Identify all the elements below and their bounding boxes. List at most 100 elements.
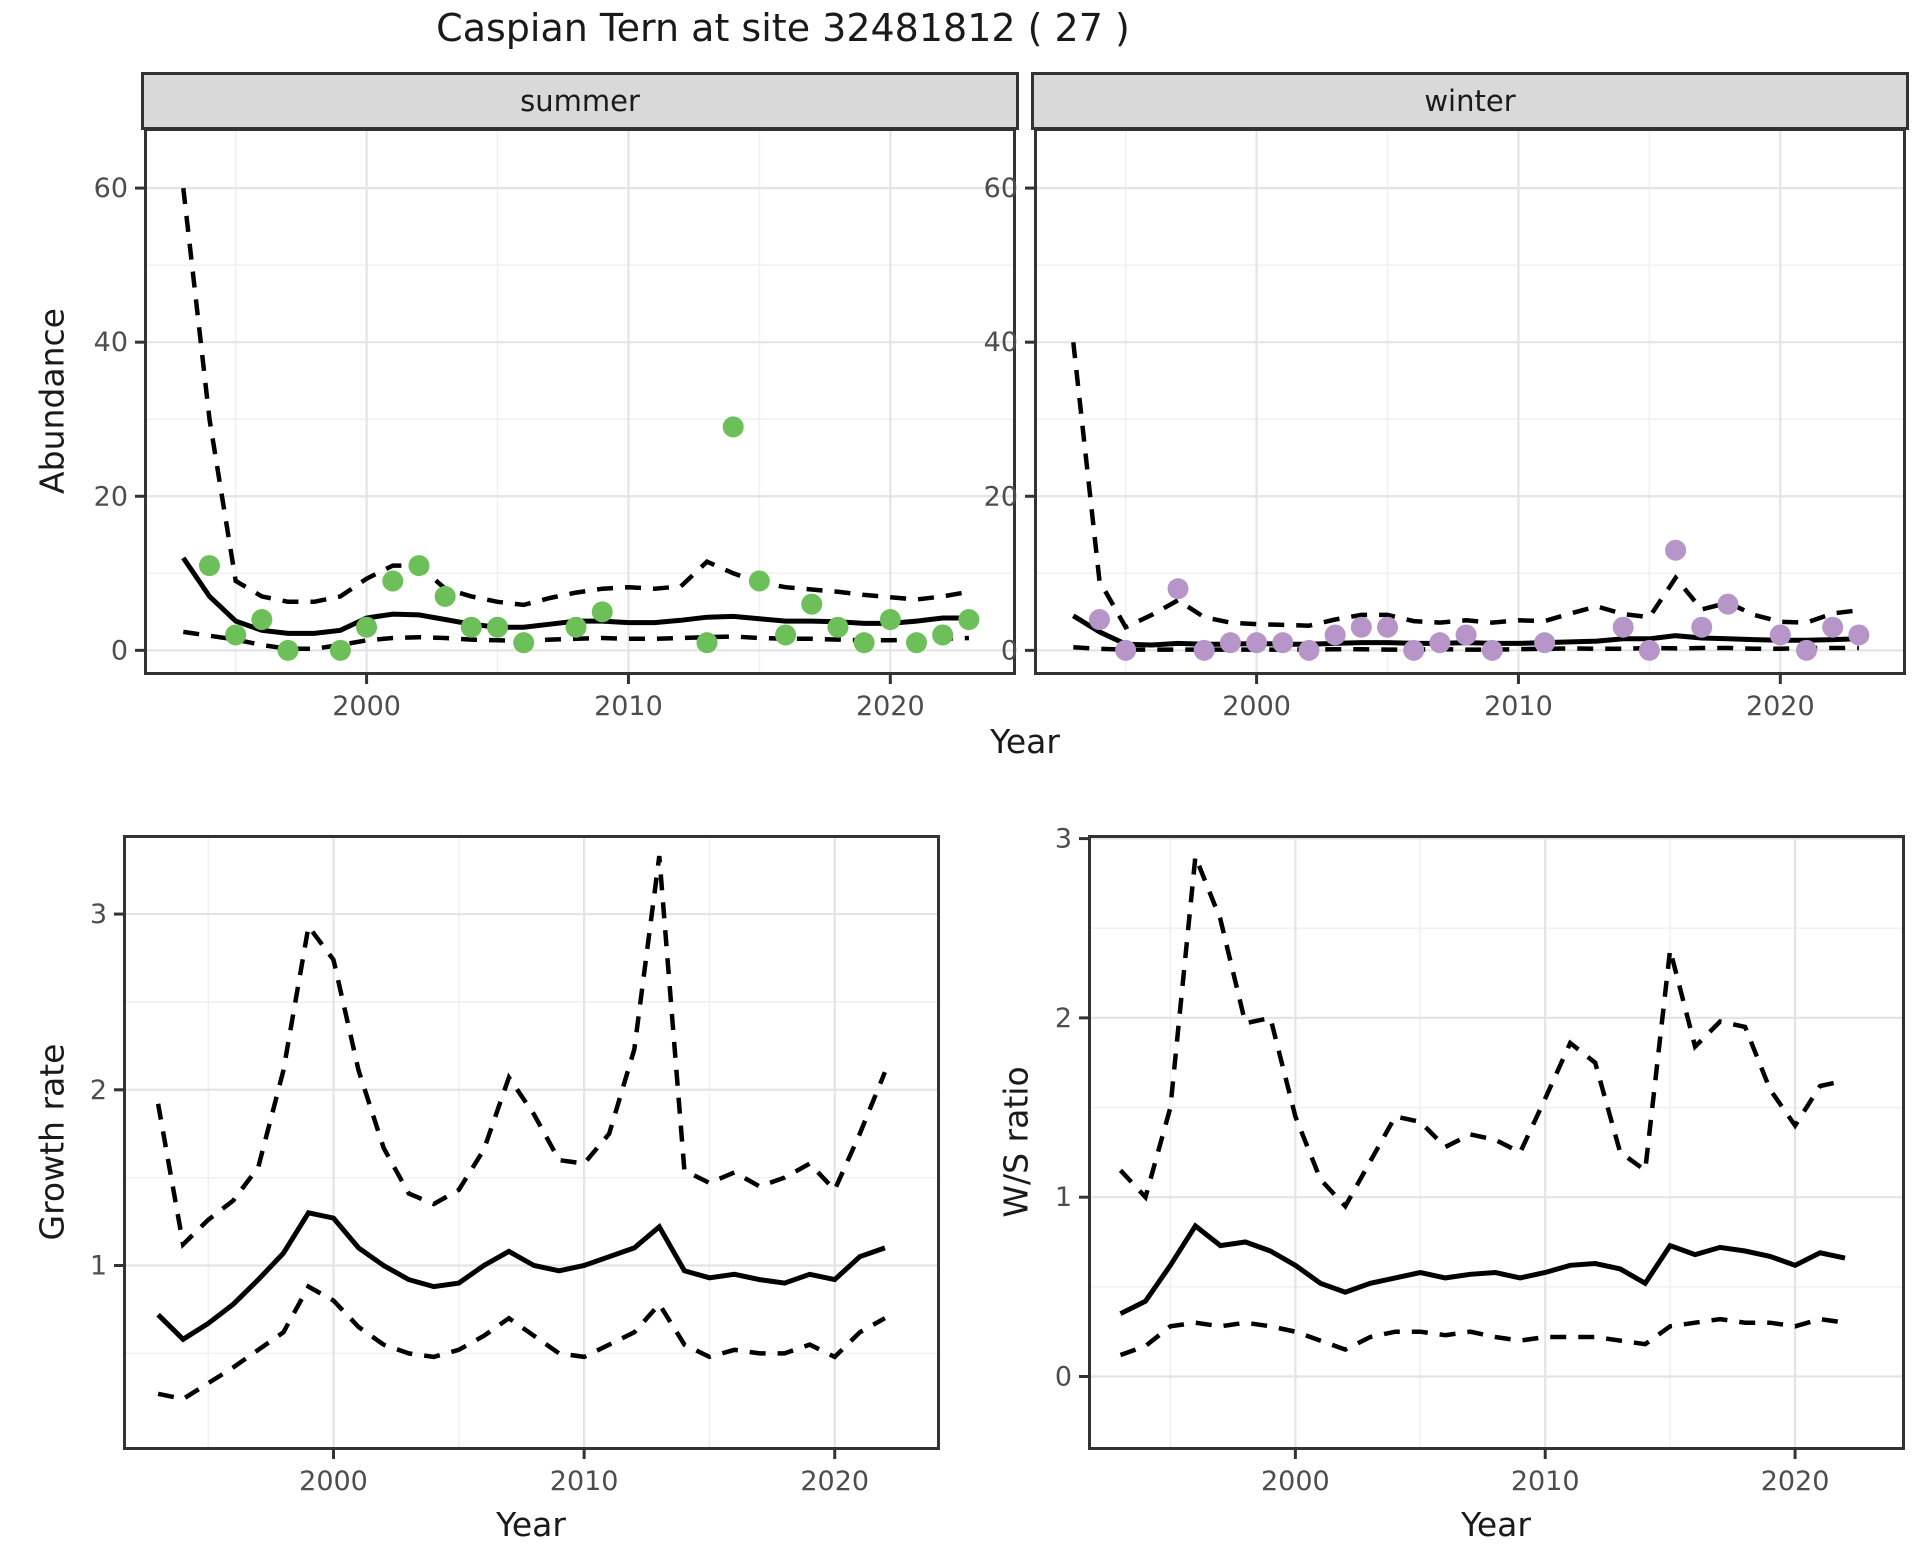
- data-point: [1324, 624, 1346, 646]
- data-point: [251, 609, 273, 631]
- data-point: [1848, 624, 1870, 646]
- x-tick-label: 2010: [1484, 691, 1553, 722]
- y-axis-title-growth-rate: Growth rate: [32, 1043, 72, 1241]
- data-point: [382, 570, 404, 592]
- series-lower-ci: [1119, 1316, 1846, 1358]
- data-point: [1219, 632, 1241, 654]
- x-tick-label: 2010: [594, 691, 663, 722]
- y-tick-label: 1: [1055, 1182, 1072, 1213]
- data-point: [1377, 616, 1399, 638]
- data-point: [1534, 632, 1556, 654]
- data-point: [1455, 624, 1477, 646]
- data-point: [408, 555, 430, 577]
- data-point: [198, 555, 220, 577]
- series-lower-ci: [157, 1283, 887, 1402]
- x-axis-title-year-bottom-left: Year: [496, 1505, 566, 1544]
- data-point: [1612, 616, 1634, 638]
- data-point: [1691, 616, 1713, 638]
- abundance-summer-plot: 2000 2010 2020 0 20 40 60: [94, 128, 1016, 722]
- data-point: [1088, 609, 1110, 631]
- x-tick-label: 2020: [856, 691, 925, 722]
- y-tick-label: 20: [94, 481, 128, 512]
- y-tick-label: 3: [1055, 824, 1072, 855]
- y-tick-label: 40: [94, 327, 128, 358]
- series-median: [1119, 1222, 1846, 1316]
- series-upper-ci: [1118, 855, 1846, 1211]
- data-point: [1298, 639, 1320, 661]
- series-lower-ci: [182, 629, 969, 652]
- series-lower-ci: [1073, 645, 1859, 652]
- data-point: [1403, 639, 1425, 661]
- y-tick-label: 60: [984, 173, 1018, 204]
- x-tick-label: 2020: [800, 1466, 869, 1497]
- data-point: [827, 616, 849, 638]
- x-tick-label: 2000: [1261, 1466, 1330, 1497]
- data-point: [958, 609, 980, 631]
- data-point: [225, 624, 247, 646]
- abundance-winter-plot: 2000 2010 2020 0 20 40 60: [984, 128, 1906, 722]
- data-point: [1115, 639, 1137, 661]
- data-point: [748, 570, 770, 592]
- y-tick-label: 3: [90, 899, 107, 930]
- panel-border: [1088, 835, 1905, 1450]
- data-point: [722, 416, 744, 438]
- data-point: [434, 585, 456, 607]
- facet-strip-summer: summer: [141, 72, 1019, 130]
- series-upper-ci: [181, 187, 970, 608]
- y-tick-label: 0: [111, 635, 128, 666]
- x-tick-label: 2000: [332, 691, 401, 722]
- facet-strip-label: winter: [1424, 84, 1516, 118]
- data-point: [1193, 639, 1215, 661]
- data-point: [1769, 624, 1791, 646]
- data-point: [565, 616, 587, 638]
- data-point: [513, 632, 535, 654]
- y-tick-label: 40: [984, 327, 1018, 358]
- data-point: [1246, 632, 1268, 654]
- x-tick-label: 2000: [1222, 691, 1291, 722]
- y-tick-label: 60: [94, 173, 128, 204]
- series-upper-ci: [155, 855, 887, 1249]
- series-upper-ci: [1071, 341, 1860, 631]
- panel-background: [123, 835, 940, 1450]
- data-point: [591, 601, 613, 623]
- data-point: [1429, 632, 1451, 654]
- y-tick-label: 2: [1055, 1003, 1072, 1034]
- y-tick-label: 20: [984, 481, 1018, 512]
- y-axis-title-abundance: Abundance: [32, 308, 72, 494]
- x-tick-label: 2000: [299, 1466, 368, 1497]
- data-point: [329, 639, 351, 661]
- facet-strip-winter: winter: [1031, 72, 1909, 130]
- ws-ratio-plot: 2000 2010 2020 0 1 2 3: [1055, 824, 1905, 1497]
- data-point: [932, 624, 954, 646]
- growth-rate-plot: 2000 2010 2020 1 2 3: [90, 835, 940, 1497]
- data-point: [1481, 639, 1503, 661]
- data-point: [1822, 616, 1844, 638]
- page-title: Caspian Tern at site 32481812 ( 27 ): [436, 6, 1130, 50]
- x-tick-label: 2020: [1761, 1466, 1830, 1497]
- y-tick-label: 0: [1055, 1361, 1072, 1392]
- data-point: [801, 593, 823, 615]
- y-axis-title-ws-ratio: W/S ratio: [996, 1066, 1036, 1218]
- y-tick-label: 1: [90, 1251, 107, 1282]
- facet-strip-label: summer: [520, 84, 640, 118]
- data-point: [356, 616, 378, 638]
- data-point: [905, 632, 927, 654]
- data-point: [775, 624, 797, 646]
- panel-border: [123, 835, 940, 1450]
- y-tick-label: 2: [90, 1075, 107, 1106]
- data-point: [1350, 616, 1372, 638]
- data-point: [1717, 593, 1739, 615]
- series-median: [156, 1209, 886, 1343]
- data-point: [1638, 639, 1660, 661]
- panel-background: [1034, 128, 1906, 675]
- data-point: [1665, 539, 1687, 561]
- x-tick-label: 2010: [1511, 1466, 1580, 1497]
- x-tick-label: 2020: [1746, 691, 1815, 722]
- data-point: [487, 616, 509, 638]
- data-point: [696, 632, 718, 654]
- panel-border: [1034, 128, 1906, 675]
- panel-background: [1088, 835, 1905, 1450]
- x-axis-title-year-top: Year: [990, 722, 1060, 761]
- data-point: [277, 639, 299, 661]
